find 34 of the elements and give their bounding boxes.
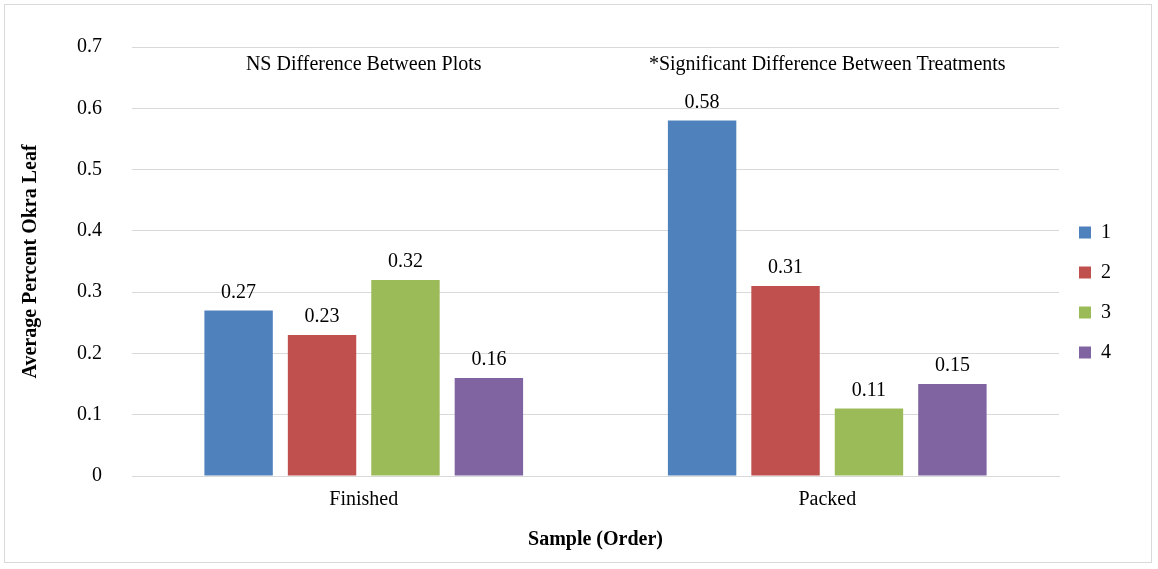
y-tick-label: 0.5	[77, 156, 102, 179]
legend-label: 1	[1101, 219, 1111, 242]
data-label: 0.15	[934, 353, 970, 376]
y-tick-label: 0.3	[77, 279, 102, 302]
data-label: 0.27	[221, 279, 257, 302]
bar	[667, 120, 737, 476]
bar	[454, 377, 524, 476]
data-label: 0.11	[851, 377, 887, 400]
bar	[287, 335, 357, 476]
legend-label: 4	[1101, 339, 1111, 362]
y-tick-label: 0.1	[77, 401, 102, 424]
bar	[918, 384, 987, 476]
legend-label: 2	[1101, 259, 1111, 282]
data-label: 0.31	[768, 255, 804, 278]
y-tick-label: 0.6	[77, 95, 102, 118]
y-tick-label: 0	[92, 463, 102, 486]
annotation: *Significant Difference Between Treatments	[648, 52, 1006, 76]
legend-label: 3	[1101, 299, 1111, 322]
data-label: 0.58	[684, 89, 720, 112]
bar	[751, 286, 820, 476]
y-axis-title: Average Percent Okra Leaf	[18, 144, 42, 379]
y-tick-label: 0.2	[77, 340, 102, 363]
annotation: NS Difference Between Plots	[245, 52, 482, 75]
x-axis-title: Sample (Order)	[528, 527, 663, 551]
x-tick-label: Packed	[798, 487, 857, 510]
bar	[204, 310, 273, 476]
y-tick-label: 0.7	[77, 34, 102, 57]
data-label: 0.16	[471, 347, 507, 370]
data-label: 0.23	[304, 304, 340, 327]
y-tick-label: 0.4	[77, 218, 102, 241]
x-tick-label: Finished	[329, 487, 399, 510]
bar	[834, 408, 904, 476]
bar	[371, 279, 440, 476]
data-label: 0.32	[387, 249, 423, 272]
